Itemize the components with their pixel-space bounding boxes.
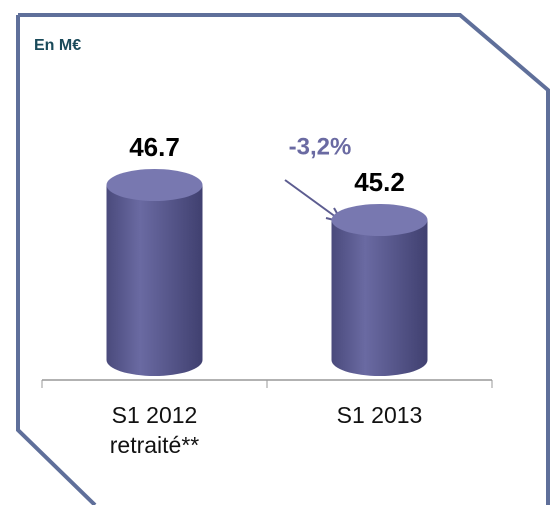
x-tick-label: S1 2012 retraité** <box>109 402 200 458</box>
x-tick-label: S1 2013 <box>336 402 423 428</box>
value-label: 46.7 <box>129 132 180 162</box>
frame <box>16 13 550 505</box>
bar <box>331 220 428 376</box>
unit-label: En M€ <box>34 37 81 54</box>
value-label: 45.2 <box>354 167 405 197</box>
bar-top <box>106 169 203 201</box>
arrow <box>284 179 341 221</box>
change-annotation: -3,2% <box>289 133 352 160</box>
bar <box>106 185 203 376</box>
bar-top <box>331 204 428 236</box>
